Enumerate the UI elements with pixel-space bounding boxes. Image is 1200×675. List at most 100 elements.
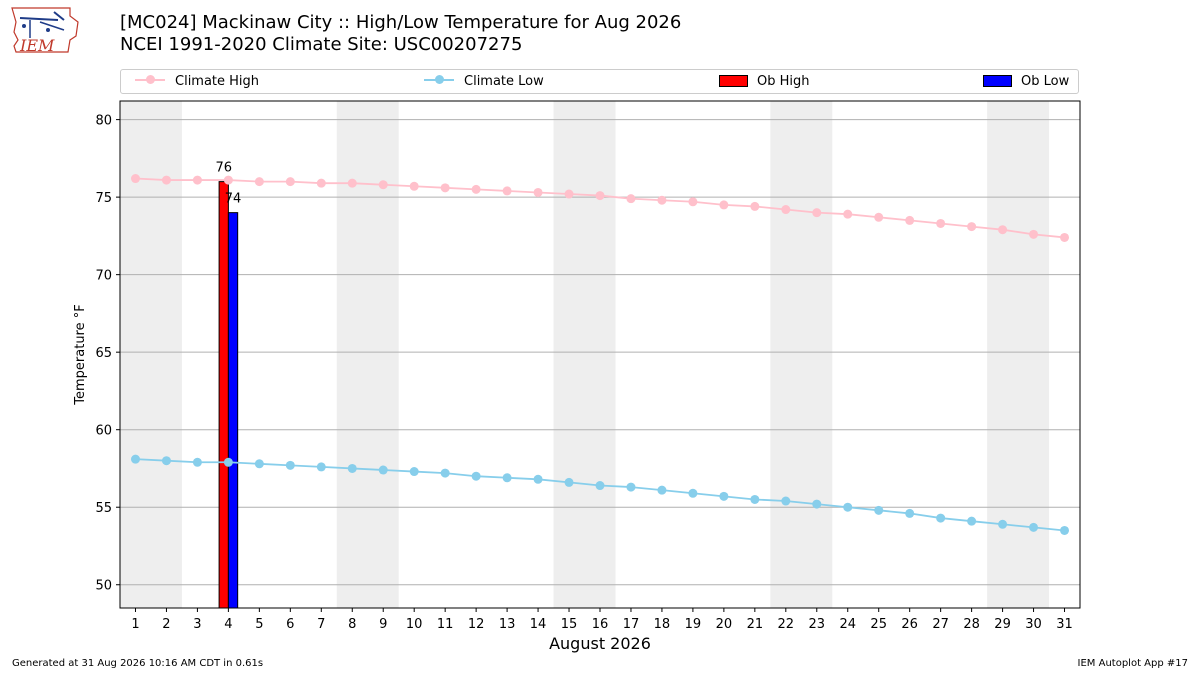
climate-low-point: [161, 456, 171, 466]
weekend-band: [987, 101, 1050, 608]
x-tick-label: 8: [348, 617, 356, 632]
climate-high-point: [409, 181, 419, 191]
y-tick-label: 55: [95, 501, 112, 516]
climate-high-point: [347, 178, 357, 188]
climate-low-point: [657, 485, 667, 495]
climate-low-point: [347, 463, 357, 473]
climate-high-point: [471, 184, 481, 194]
ob-low-label: 74: [225, 192, 242, 207]
legend-label-climate-low: Climate Low: [464, 74, 544, 89]
y-tick-label: 75: [95, 191, 112, 206]
x-tick-label: 29: [994, 617, 1011, 632]
climate-high-point: [750, 201, 760, 211]
title-line-2: NCEI 1991-2020 Climate Site: USC00207275: [120, 34, 523, 55]
y-tick-label: 50: [95, 579, 112, 594]
climate-high-point: [781, 205, 791, 215]
climate-low-point: [130, 454, 140, 464]
climate-high-point: [998, 225, 1008, 235]
climate-high-point: [161, 175, 171, 185]
climate-low-point: [223, 457, 233, 467]
climate-high-point: [967, 222, 977, 232]
climate-high-point: [905, 215, 915, 225]
climate-low-point: [1060, 525, 1070, 535]
x-tick-label: 17: [623, 617, 640, 632]
plot-frame: [119, 100, 1081, 609]
climate-low-point: [967, 516, 977, 526]
climate-high-point: [564, 189, 574, 199]
x-tick-label: 9: [379, 617, 387, 632]
x-tick-label: 2: [162, 617, 170, 632]
weekend-band: [120, 101, 182, 608]
legend-item-ob-high: Ob High: [719, 73, 810, 91]
climate-low-point: [285, 460, 295, 470]
weekend-band: [770, 101, 833, 608]
legend-item-ob-low: Ob Low: [983, 73, 1069, 91]
climate-high-point: [657, 195, 667, 205]
y-tick-label: 65: [95, 346, 112, 361]
x-tick-label: 4: [224, 617, 232, 632]
x-tick-label: 10: [406, 617, 423, 632]
climate-high-point: [874, 212, 884, 222]
weekend-band: [553, 101, 616, 608]
climate-high-point: [285, 177, 295, 187]
climate-high-point: [130, 174, 140, 184]
climate-low-point: [750, 494, 760, 504]
climate-high-point: [440, 183, 450, 193]
x-tick-label: 13: [499, 617, 516, 632]
climate-low-point: [409, 467, 419, 477]
climate-low-point: [905, 508, 915, 518]
climate-low-point: [688, 488, 698, 498]
climate-high-line: [135, 177, 1065, 239]
x-tick-label: 28: [963, 617, 980, 632]
chart-title: [MC024] Mackinaw City :: High/Low Temper…: [120, 12, 681, 56]
legend-label-climate-high: Climate High: [175, 74, 260, 89]
x-tick-label: 15: [561, 617, 578, 632]
climate-high-point: [502, 186, 512, 196]
climate-low-point: [378, 465, 388, 475]
title-line-1: [MC024] Mackinaw City :: High/Low Temper…: [120, 12, 682, 33]
climate-low-point: [254, 459, 264, 469]
y-tick-label: 60: [95, 424, 112, 439]
y-tick-label: 70: [95, 269, 112, 284]
legend-label-ob-high: Ob High: [757, 74, 810, 89]
x-tick-label: 27: [932, 617, 949, 632]
climate-low-point: [843, 502, 853, 512]
climate-low-swatch: [424, 74, 454, 84]
climate-low-point: [471, 471, 481, 481]
ob-high-swatch: [719, 74, 748, 87]
x-tick-label: 3: [193, 617, 201, 632]
legend-item-climate-high: Climate High: [135, 73, 259, 91]
climate-high-point: [192, 175, 202, 185]
logo-text: IEM: [19, 36, 55, 55]
climate-low-point: [1029, 522, 1039, 532]
climate-low-point: [626, 482, 636, 492]
x-tick-label: 1: [131, 617, 139, 632]
climate-low-point: [192, 457, 202, 467]
footer-app: IEM Autoplot App #17: [1077, 658, 1188, 669]
x-tick-label: 18: [654, 617, 671, 632]
x-tick-label: 16: [592, 617, 609, 632]
x-tick-label: 7: [317, 617, 325, 632]
climate-low-point: [719, 491, 729, 501]
climate-low-point: [564, 477, 574, 487]
climate-low-point: [316, 462, 326, 472]
x-tick-label: 20: [716, 617, 733, 632]
climate-high-point: [1029, 229, 1039, 239]
climate-high-point: [936, 218, 946, 228]
x-tick-label: 31: [1056, 617, 1073, 632]
climate-high-point: [223, 175, 233, 185]
x-tick-label: 5: [255, 617, 263, 632]
climate-low-point: [440, 468, 450, 478]
climate-high-point: [843, 209, 853, 219]
x-tick-label: 30: [1025, 617, 1042, 632]
climate-high-point: [595, 191, 605, 201]
climate-low-line: [135, 458, 1065, 532]
climate-low-point: [998, 519, 1008, 529]
x-tick-label: 19: [685, 617, 702, 632]
ob-low-bar: [227, 212, 239, 609]
x-axis-label: August 2026: [549, 634, 651, 653]
iem-logo: IEM: [11, 7, 79, 55]
legend: Climate High Climate Low Ob High Ob Low: [120, 69, 1079, 94]
x-tick-label: 14: [530, 617, 547, 632]
